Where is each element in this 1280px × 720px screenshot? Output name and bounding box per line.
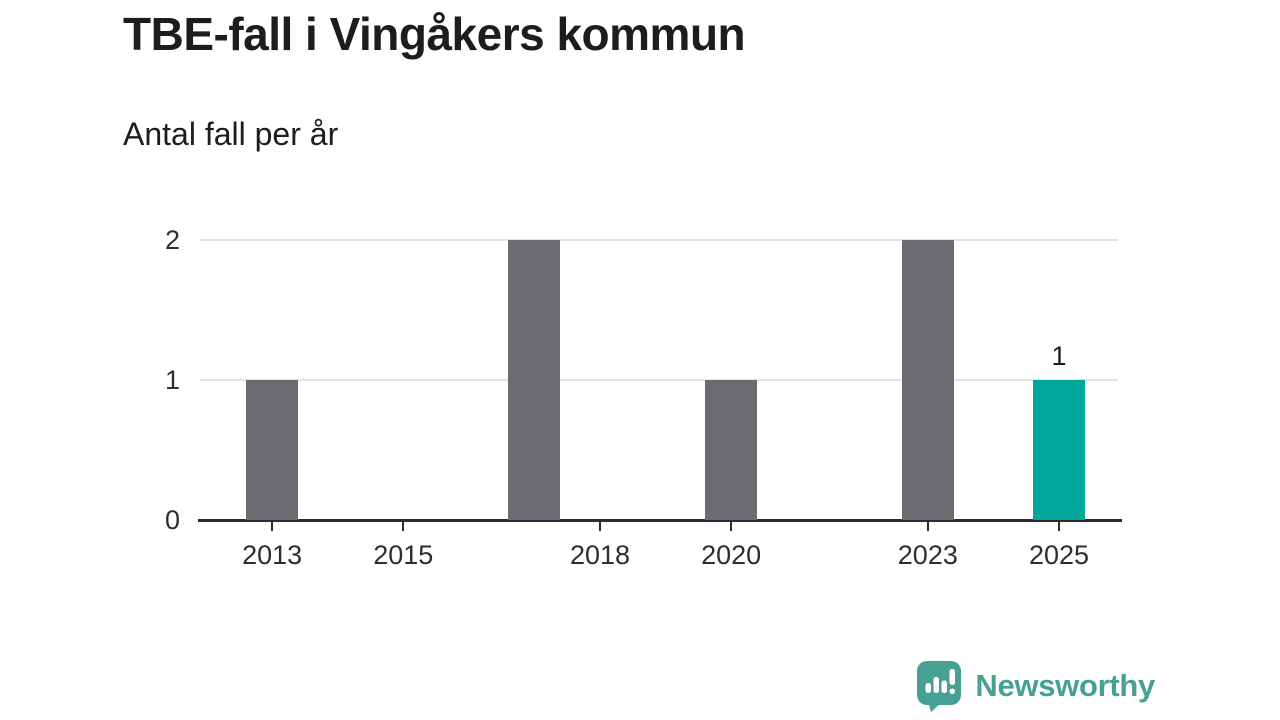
plot-area: 1 bbox=[198, 225, 1122, 522]
bar-2023 bbox=[901, 240, 954, 520]
brand-footer: Newsworthy bbox=[916, 660, 1155, 712]
y-tick-label-1: 1 bbox=[164, 365, 180, 395]
x-tick-2013 bbox=[271, 522, 274, 531]
x-tick-label-2025: 2025 bbox=[1028, 540, 1090, 570]
x-tick-label-2023: 2023 bbox=[897, 540, 958, 570]
chart-subtitle: Antal fall per år bbox=[123, 116, 339, 152]
bar-2025 bbox=[1032, 380, 1085, 520]
x-tick-label-2020: 2020 bbox=[701, 540, 762, 570]
x-tick-2018 bbox=[598, 522, 601, 531]
y-tick-label-0: 0 bbox=[164, 505, 180, 535]
x-tick-label-2013: 2013 bbox=[242, 540, 303, 570]
y-tick-label-2: 2 bbox=[164, 225, 180, 255]
x-tick-2015 bbox=[402, 522, 405, 531]
x-tick-2023 bbox=[926, 522, 929, 531]
x-axis-line bbox=[198, 519, 1122, 522]
gridline-y-1 bbox=[200, 379, 1118, 381]
bar-2013 bbox=[246, 380, 299, 520]
gridline-y-2 bbox=[200, 239, 1118, 241]
x-tick-label-2018: 2018 bbox=[569, 540, 631, 570]
bar-2017 bbox=[508, 240, 561, 520]
newsworthy-logo-icon bbox=[917, 661, 962, 712]
x-tick-2025 bbox=[1057, 522, 1060, 531]
brand-name: Newsworthy bbox=[975, 668, 1155, 703]
bar-value-label: 1 bbox=[1051, 341, 1067, 371]
bar-2020 bbox=[705, 380, 758, 520]
x-tick-label-2015: 2015 bbox=[373, 540, 434, 570]
x-tick-2020 bbox=[730, 522, 733, 531]
chart-title: TBE-fall i Vingåkers kommun bbox=[123, 8, 746, 60]
